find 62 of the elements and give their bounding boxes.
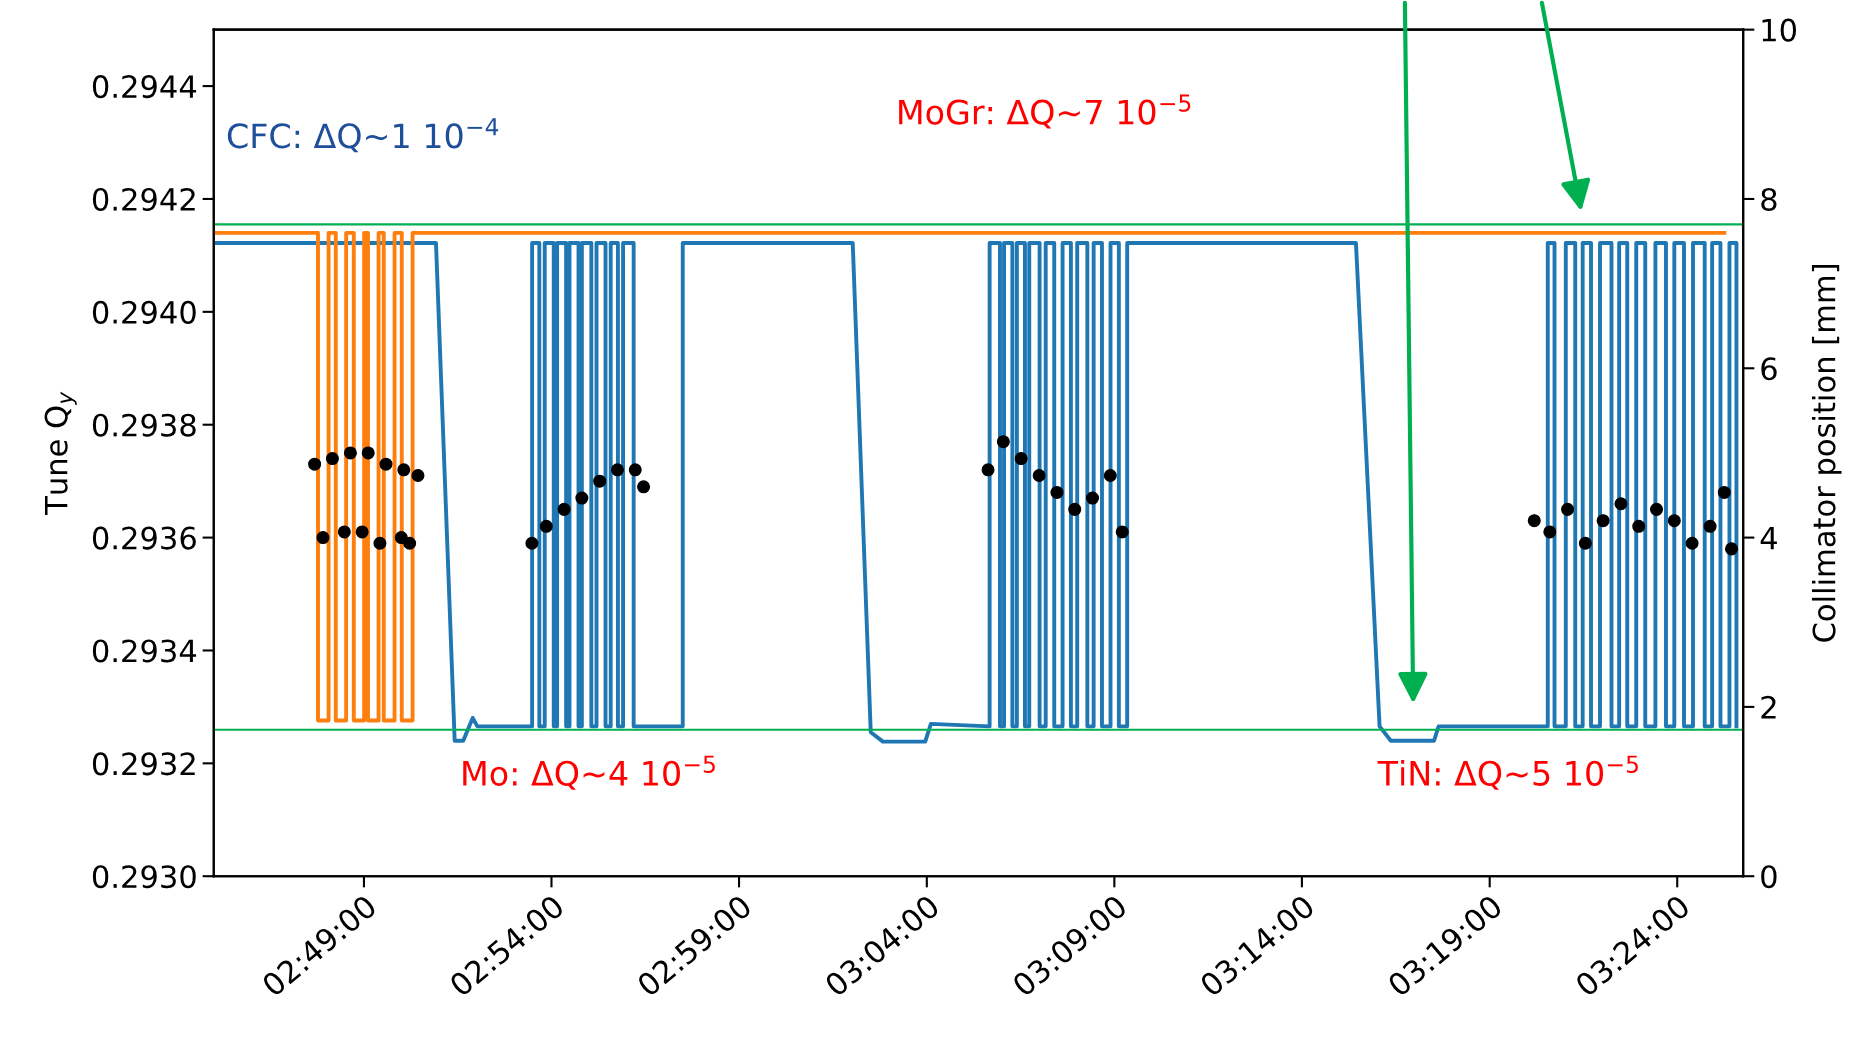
point: [1014, 452, 1028, 466]
y-tick-label: 0.2944: [92, 75, 197, 99]
y-tick-label: 0.2934: [92, 639, 197, 663]
y-tick-label: 0.2942: [92, 187, 195, 212]
point: [403, 536, 417, 550]
y2-tick-label: 0: [1761, 865, 1777, 889]
point: [337, 525, 351, 539]
point: [325, 452, 339, 466]
y-tick-label: 0.2936: [92, 526, 196, 550]
point: [1717, 485, 1731, 499]
point: [525, 536, 539, 550]
point: [1527, 514, 1541, 528]
y-tick-label: 0.2932: [92, 752, 195, 776]
y2-tick-label: 2: [1761, 695, 1776, 719]
point: [628, 463, 642, 477]
point: [397, 463, 411, 477]
point: [593, 474, 607, 488]
point: [981, 463, 995, 477]
point: [343, 446, 357, 460]
point: [996, 435, 1010, 449]
point: [1632, 519, 1646, 533]
point: [308, 457, 322, 471]
point: [1667, 514, 1681, 528]
point: [1086, 491, 1100, 505]
y2-tick-label: 8: [1761, 187, 1777, 212]
y2-tick-label: 10: [1762, 18, 1797, 42]
point: [637, 480, 651, 494]
point: [1614, 497, 1628, 511]
point: [355, 525, 369, 539]
y2-axis-title: Collimator position [mm]: [1811, 265, 1842, 642]
point: [316, 531, 330, 545]
point: [610, 463, 624, 477]
point: [1596, 514, 1610, 528]
point: [1578, 536, 1592, 550]
y-tick-label: 0.2940: [92, 300, 196, 324]
point: [557, 502, 571, 516]
annotation: Mo: ΔQ~4 10$^{−5}$: [463, 755, 715, 790]
point: [1050, 485, 1064, 499]
point: [1068, 502, 1082, 516]
point: [539, 519, 553, 533]
point: [1703, 519, 1717, 533]
point: [379, 457, 393, 471]
point: [1103, 469, 1117, 483]
y-axis-title: Tune Q$_{y}$: [44, 391, 77, 515]
point: [361, 446, 375, 460]
point: [1032, 469, 1046, 483]
point: [575, 491, 589, 505]
point: [1724, 542, 1739, 556]
point: [1685, 536, 1699, 550]
annotation: MoGr: ΔQ~7 10$^{−5}$: [899, 94, 1191, 129]
point: [1115, 525, 1129, 539]
point: [411, 469, 425, 483]
point: [1561, 502, 1575, 516]
annotation: CFC: ΔQ~1 10$^{−4}$: [227, 118, 499, 153]
point: [373, 536, 387, 550]
annotation: TiN: ΔQ~5 10$^{−5}$: [1377, 755, 1638, 790]
y-tick-label: 0.2938: [92, 413, 196, 437]
y-tick-label: 0.2930: [92, 865, 196, 889]
y2-tick-label: 4: [1760, 526, 1777, 550]
y2-tick-label: 6: [1761, 357, 1777, 381]
point: [1650, 502, 1664, 516]
point: [1543, 525, 1557, 539]
